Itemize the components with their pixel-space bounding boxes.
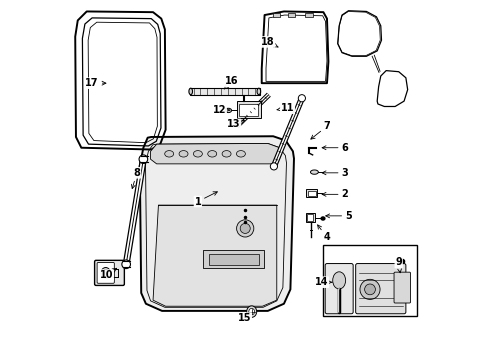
Circle shape — [122, 260, 130, 269]
Text: 5: 5 — [325, 211, 351, 221]
Text: 7: 7 — [310, 121, 330, 139]
Ellipse shape — [222, 150, 230, 157]
Ellipse shape — [164, 150, 173, 157]
Bar — [190, 88, 260, 95]
Ellipse shape — [246, 306, 256, 318]
Ellipse shape — [188, 88, 192, 95]
Text: 17: 17 — [85, 78, 106, 88]
Text: 3: 3 — [322, 168, 347, 178]
FancyBboxPatch shape — [325, 264, 352, 314]
Ellipse shape — [179, 150, 187, 157]
Circle shape — [359, 279, 379, 300]
Text: 10: 10 — [100, 268, 116, 280]
Circle shape — [298, 95, 305, 102]
Circle shape — [240, 224, 250, 233]
Bar — [287, 13, 294, 17]
FancyBboxPatch shape — [94, 260, 124, 285]
Polygon shape — [153, 205, 276, 306]
Bar — [305, 13, 312, 17]
Text: 9: 9 — [394, 257, 401, 273]
Ellipse shape — [207, 150, 216, 157]
Polygon shape — [140, 136, 293, 311]
Text: 6: 6 — [322, 143, 347, 153]
Text: 11: 11 — [277, 103, 294, 113]
FancyBboxPatch shape — [393, 272, 410, 303]
Ellipse shape — [248, 309, 254, 315]
Polygon shape — [208, 253, 258, 265]
Ellipse shape — [310, 170, 318, 174]
Text: 15: 15 — [237, 312, 251, 323]
Text: 1: 1 — [194, 192, 217, 207]
Ellipse shape — [236, 150, 245, 157]
Text: 8: 8 — [131, 168, 140, 189]
Bar — [239, 104, 258, 116]
Ellipse shape — [257, 88, 260, 95]
Circle shape — [270, 163, 277, 170]
Ellipse shape — [101, 267, 110, 278]
Bar — [305, 213, 314, 222]
Bar — [305, 189, 316, 197]
Bar — [306, 215, 313, 221]
Bar — [323, 244, 416, 316]
Ellipse shape — [102, 269, 108, 276]
Text: 2: 2 — [322, 189, 347, 199]
Bar — [237, 101, 260, 118]
Ellipse shape — [224, 108, 231, 113]
Text: 4: 4 — [317, 225, 330, 242]
Polygon shape — [150, 143, 279, 164]
Bar — [307, 191, 315, 196]
Circle shape — [139, 155, 147, 163]
FancyBboxPatch shape — [97, 262, 114, 283]
Text: 16: 16 — [224, 76, 238, 89]
Circle shape — [364, 284, 375, 295]
Text: 12: 12 — [212, 105, 229, 115]
Polygon shape — [203, 250, 264, 268]
Text: 14: 14 — [314, 277, 331, 287]
Circle shape — [236, 220, 253, 237]
FancyBboxPatch shape — [355, 264, 405, 314]
Ellipse shape — [332, 272, 345, 289]
Text: 18: 18 — [261, 37, 278, 47]
Bar — [273, 13, 280, 17]
Ellipse shape — [193, 150, 202, 157]
Text: 13: 13 — [226, 120, 244, 129]
